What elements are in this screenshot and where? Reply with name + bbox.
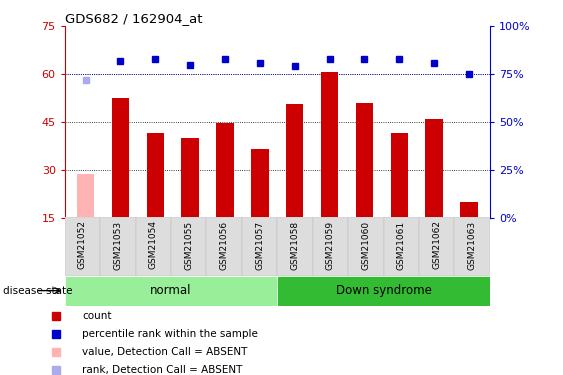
Bar [312, 217, 348, 276]
Text: normal: normal [150, 284, 192, 297]
Text: GSM21053: GSM21053 [113, 220, 122, 270]
Text: rank, Detection Call = ABSENT: rank, Detection Call = ABSENT [82, 365, 243, 375]
Text: GSM21055: GSM21055 [184, 220, 193, 270]
Text: Down syndrome: Down syndrome [336, 284, 431, 297]
Bar [251, 149, 269, 217]
Bar [321, 72, 338, 217]
Bar [454, 217, 490, 276]
Text: GSM21062: GSM21062 [432, 220, 441, 269]
Text: GSM21061: GSM21061 [397, 220, 406, 270]
Bar [348, 217, 383, 276]
Bar [100, 217, 136, 276]
Bar [112, 98, 129, 218]
Bar [391, 133, 408, 218]
Bar [356, 103, 373, 218]
Text: percentile rank within the sample: percentile rank within the sample [82, 329, 258, 339]
Text: GSM21059: GSM21059 [326, 220, 335, 270]
Text: disease state: disease state [3, 286, 72, 296]
Bar [278, 217, 312, 276]
Bar [383, 217, 419, 276]
Bar [426, 118, 443, 218]
Bar [460, 202, 477, 217]
Text: GSM21052: GSM21052 [78, 220, 87, 269]
Bar [216, 123, 234, 218]
Bar [242, 217, 277, 276]
Text: GDS682 / 162904_at: GDS682 / 162904_at [65, 12, 202, 25]
Text: count: count [82, 311, 112, 321]
Bar [65, 217, 100, 276]
Bar [136, 217, 171, 276]
Bar [77, 174, 95, 217]
Text: GSM21057: GSM21057 [255, 220, 264, 270]
Bar [65, 276, 278, 306]
Bar [278, 276, 490, 306]
Bar [207, 217, 242, 276]
Bar [146, 133, 164, 218]
Text: GSM21063: GSM21063 [468, 220, 477, 270]
Bar [419, 217, 454, 276]
Text: value, Detection Call = ABSENT: value, Detection Call = ABSENT [82, 347, 248, 357]
Text: GSM21060: GSM21060 [361, 220, 370, 270]
Bar [171, 217, 207, 276]
Bar [181, 138, 199, 218]
Text: GSM21054: GSM21054 [149, 220, 158, 269]
Bar [286, 104, 303, 218]
Text: GSM21058: GSM21058 [291, 220, 300, 270]
Text: GSM21056: GSM21056 [220, 220, 229, 270]
